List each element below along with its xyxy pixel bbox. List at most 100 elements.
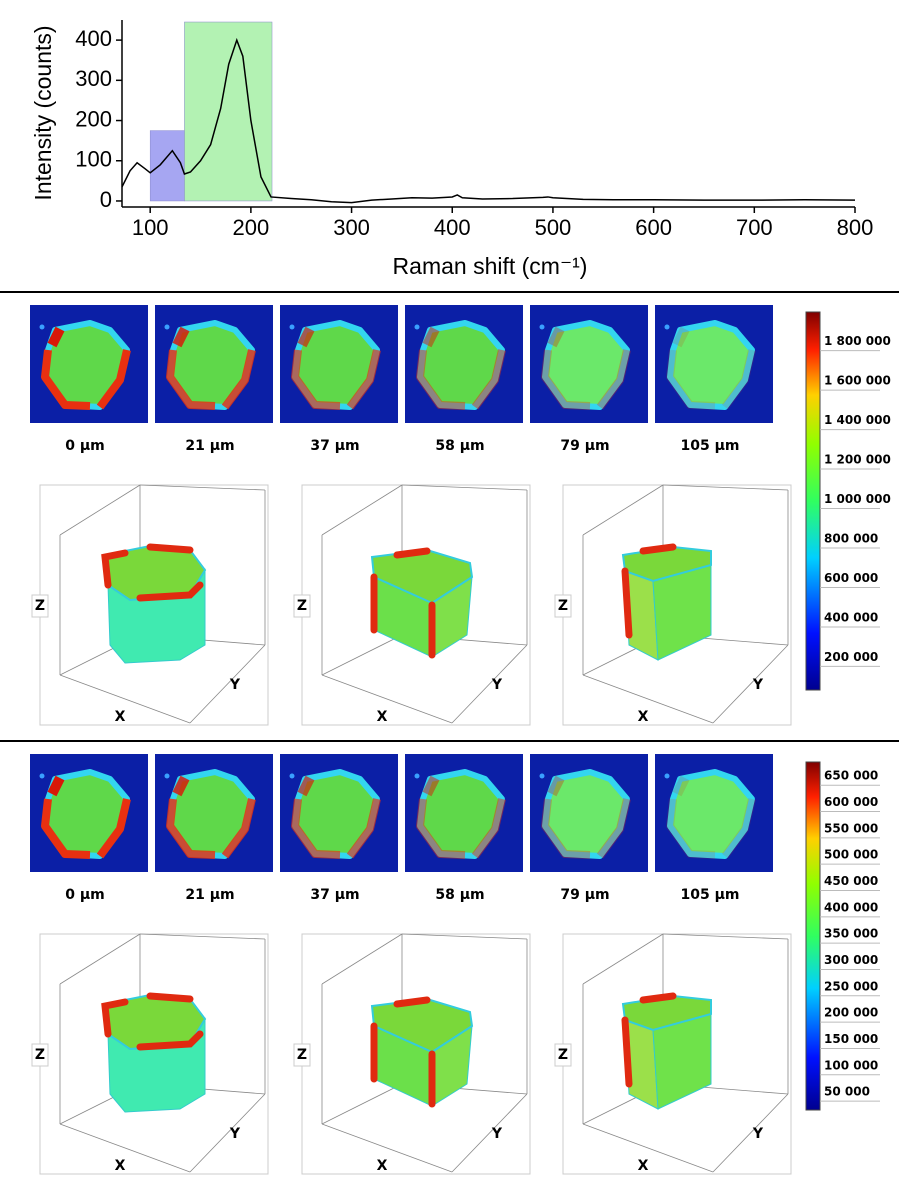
- map-edge: [416, 798, 466, 859]
- axis-line: [451, 1093, 528, 1173]
- depth-map: [280, 754, 398, 872]
- axis-line: [451, 644, 528, 724]
- map-edge: [422, 775, 440, 797]
- map-edge: [416, 349, 466, 410]
- x-label: X: [638, 1158, 649, 1174]
- map-dot: [539, 324, 545, 330]
- colorbar-label: 250 000: [824, 979, 878, 993]
- map-edge: [172, 775, 190, 797]
- map-edge: [721, 798, 756, 859]
- map-dot: [539, 773, 545, 779]
- map-edge: [96, 349, 131, 410]
- x-label: X: [115, 1158, 126, 1174]
- map-edge: [541, 798, 591, 859]
- colorbar-label: 100 000: [824, 1058, 878, 1072]
- map-edge: [291, 798, 341, 859]
- axis-line: [59, 1123, 191, 1173]
- axis-line: [59, 484, 141, 536]
- map-blob: [417, 320, 505, 410]
- axis-line: [582, 1123, 714, 1173]
- colorbar-label: 1 800 000: [824, 334, 891, 348]
- depth-label: 37 µm: [310, 887, 359, 903]
- z-label-box: [554, 1043, 572, 1067]
- map-dot: [664, 324, 670, 330]
- map-edge: [172, 326, 190, 348]
- view-3d: [554, 933, 792, 1175]
- depth-label: 105 µm: [681, 887, 740, 903]
- map-edge: [291, 349, 341, 410]
- map-edge: [666, 349, 716, 410]
- map-edge: [41, 349, 91, 410]
- y-label: Y: [752, 677, 764, 693]
- map-blob: [542, 320, 630, 410]
- depth-label: 0 µm: [65, 887, 105, 903]
- block-edge: [639, 992, 677, 1004]
- axis-line: [59, 674, 191, 724]
- depth-map: [655, 305, 773, 423]
- map-edge: [346, 798, 381, 859]
- map-dot: [164, 324, 170, 330]
- block-edge: [621, 1016, 633, 1088]
- colorbar-label: 500 000: [824, 848, 878, 862]
- depth-map: [405, 305, 523, 423]
- map-edge: [41, 798, 91, 859]
- x-label: X: [377, 709, 388, 725]
- x-tick-label: 700: [736, 215, 773, 240]
- map-edge: [346, 349, 381, 410]
- colorbar-label: 800 000: [824, 531, 878, 545]
- axis-line: [582, 674, 714, 724]
- y-tick-label: 300: [75, 66, 112, 91]
- map-edge: [166, 349, 216, 410]
- map-edge: [547, 326, 565, 348]
- map-edge: [596, 798, 631, 859]
- map-edge: [471, 798, 506, 859]
- x-tick-label: 100: [132, 215, 169, 240]
- map-blob: [667, 769, 755, 859]
- axis-line: [321, 1123, 453, 1173]
- z-label: Z: [297, 598, 307, 614]
- colorbar-label: 150 000: [824, 1032, 878, 1046]
- map-blob: [417, 769, 505, 859]
- map-dot: [289, 324, 295, 330]
- axis-line: [189, 644, 266, 724]
- depth-map: [530, 754, 648, 872]
- map-edge: [672, 775, 690, 797]
- colorbar-label: 1 400 000: [824, 413, 891, 427]
- axis-line: [139, 933, 266, 940]
- z-label: Z: [297, 1047, 307, 1063]
- axis-line: [59, 933, 141, 985]
- map-edge: [721, 349, 756, 410]
- block-edge: [146, 992, 194, 1003]
- x-tick-label: 600: [635, 215, 672, 240]
- axis-line: [321, 674, 453, 724]
- axis-line: [401, 933, 528, 940]
- block-edge: [621, 567, 633, 639]
- block-edge: [393, 547, 431, 559]
- depth-label: 21 µm: [185, 438, 234, 454]
- z-label-box: [293, 1043, 311, 1067]
- depth-map: [155, 754, 273, 872]
- block-edge: [101, 549, 129, 589]
- map-edge: [541, 349, 591, 410]
- z-label: Z: [558, 1047, 568, 1063]
- depth-map: [280, 305, 398, 423]
- x-tick-label: 800: [837, 215, 874, 240]
- map-edge: [596, 349, 631, 410]
- map-dot: [289, 773, 295, 779]
- axis-line: [321, 484, 403, 536]
- colorbar-label: 600 000: [824, 571, 878, 585]
- depth-label: 79 µm: [560, 887, 609, 903]
- map-dot: [39, 324, 45, 330]
- colorbar: [805, 311, 821, 691]
- depth-label: 58 µm: [435, 438, 484, 454]
- x-label: X: [638, 709, 649, 725]
- map-dot: [164, 773, 170, 779]
- map-edge: [672, 326, 690, 348]
- depth-map: [655, 754, 773, 872]
- depth-label: 0 µm: [65, 438, 105, 454]
- block-edge: [393, 996, 431, 1008]
- colorbar-label: 400 000: [824, 900, 878, 914]
- map-edge: [47, 326, 65, 348]
- map-dot: [664, 773, 670, 779]
